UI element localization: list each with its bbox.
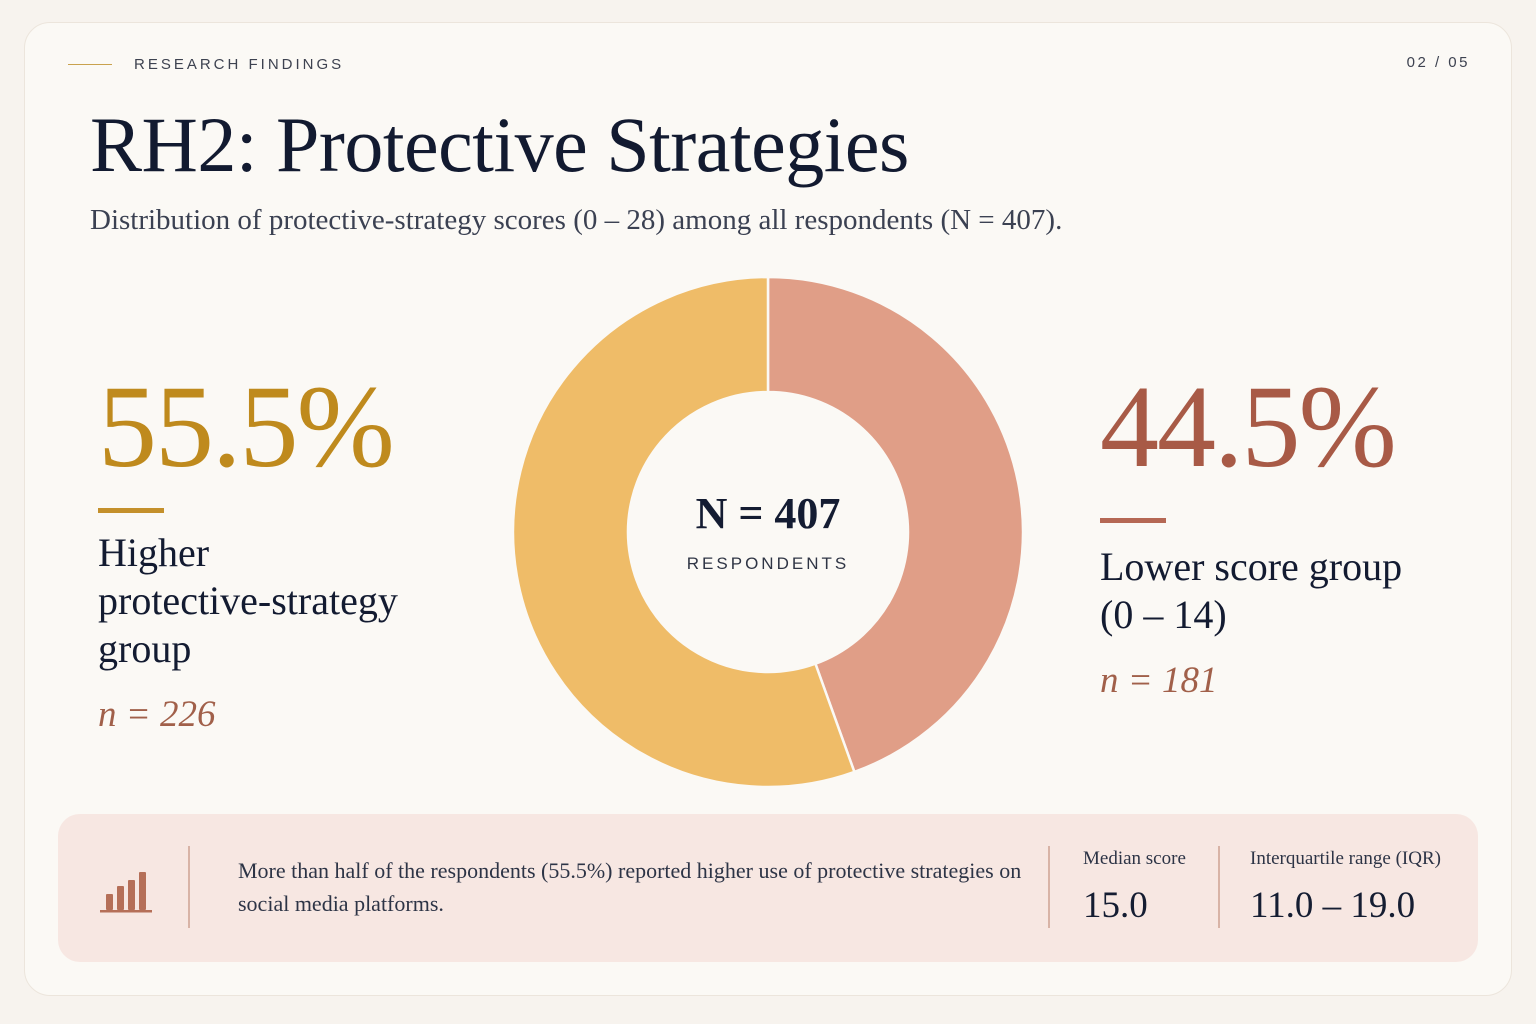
higher-group-percent: 55.5% <box>98 361 395 492</box>
higher-group-stat: 55.5% Higher protective-strategy group n… <box>98 368 478 736</box>
donut-chart: N = 407 RESPONDENTS <box>511 275 1025 789</box>
lower-group-label: Lower score group (0 – 14) <box>1100 543 1480 639</box>
donut-slices <box>511 275 1025 789</box>
higher-group-count: n = 226 <box>98 694 216 735</box>
donut-slice <box>511 275 856 789</box>
median-label: Median score <box>1083 848 1186 869</box>
iqr-metric: Interquartile range (IQR) 11.0 – 19.0 <box>1250 848 1441 927</box>
lower-group-label-line: Lower score group <box>1100 544 1403 589</box>
higher-group-label: Higher protective-strategy group <box>98 529 478 673</box>
divider <box>1218 846 1220 928</box>
page-subtitle: Distribution of protective-strategy scor… <box>90 204 1063 236</box>
page-title: RH2: Protective Strategies <box>90 101 909 188</box>
lower-group-stat: 44.5% Lower score group (0 – 14) n = 181 <box>1100 368 1480 702</box>
page-indicator: 02 / 05 <box>1406 54 1470 71</box>
higher-group-label-line: group <box>98 626 192 671</box>
summary-text: More than half of the respondents (55.5%… <box>238 858 1022 916</box>
eyebrow-rule <box>68 63 112 66</box>
median-metric: Median score 15.0 <box>1083 848 1186 927</box>
donut-center-label: RESPONDENTS <box>687 554 849 573</box>
donut-center-value: N = 407 <box>696 489 841 538</box>
eyebrow-label: RESEARCH FINDINGS <box>134 56 345 73</box>
lower-group-label-line: (0 – 14) <box>1100 592 1227 637</box>
higher-group-label-line: Higher <box>98 530 210 575</box>
divider <box>188 846 190 928</box>
lower-group-rule <box>1100 518 1166 523</box>
lower-group-percent: 44.5% <box>1100 361 1397 492</box>
higher-group-label-line: protective-strategy <box>98 578 398 623</box>
lower-group-count: n = 181 <box>1100 660 1218 701</box>
eyebrow: RESEARCH FINDINGS <box>68 56 344 73</box>
divider <box>1048 846 1050 928</box>
iqr-value: 11.0 – 19.0 <box>1250 885 1416 926</box>
median-value: 15.0 <box>1083 885 1148 926</box>
donut-slice <box>766 275 1025 774</box>
bar-chart-icon <box>100 872 152 913</box>
summary-panel: More than half of the respondents (55.5%… <box>58 814 1478 962</box>
iqr-label: Interquartile range (IQR) <box>1250 848 1441 869</box>
higher-group-rule <box>98 508 164 513</box>
